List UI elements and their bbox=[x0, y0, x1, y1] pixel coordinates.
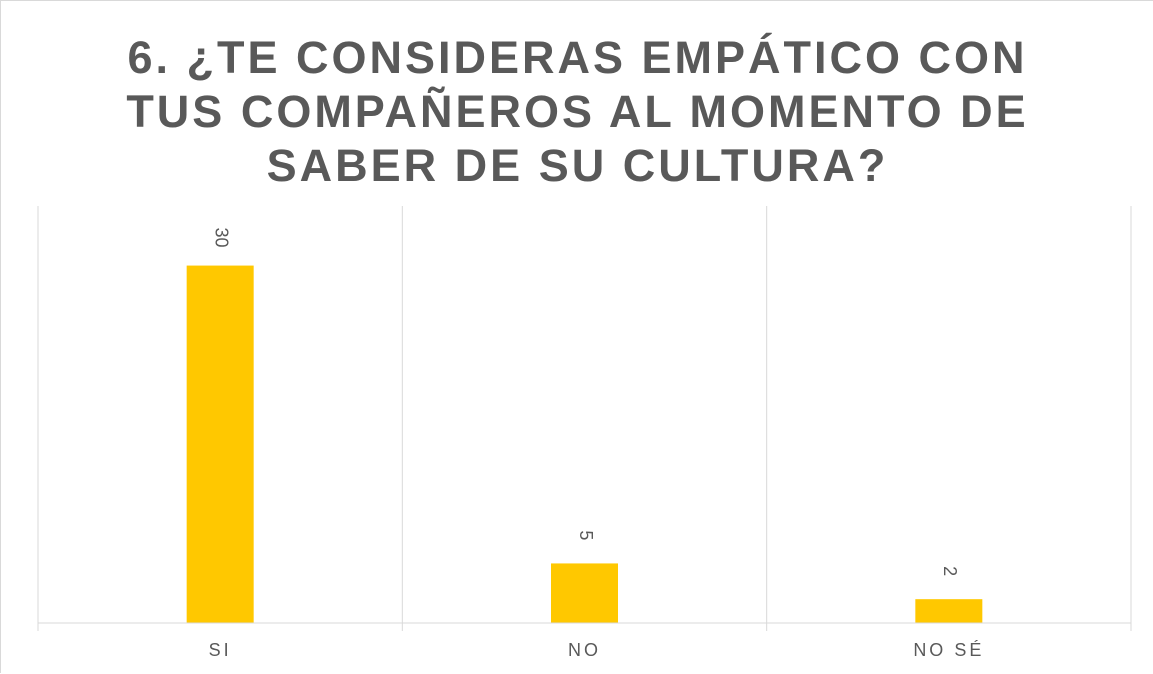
bar-no bbox=[551, 563, 618, 623]
x-tick-label: NO SÉ bbox=[913, 640, 984, 660]
chart-title-line-2: TUS COMPAÑEROS AL MOMENTO DE bbox=[126, 86, 1029, 137]
x-tick-label: SI bbox=[209, 640, 232, 660]
bar-si bbox=[186, 265, 254, 623]
bar-no-sé bbox=[915, 599, 983, 623]
chart-title: 6. ¿TE CONSIDERAS EMPÁTICO CON TUS COMPA… bbox=[1, 31, 1153, 193]
data-label: 5 bbox=[576, 530, 596, 540]
data-label: 2 bbox=[940, 566, 960, 576]
x-tick-label: NO bbox=[568, 640, 601, 660]
chart-title-line-1: 6. ¿TE CONSIDERAS EMPÁTICO CON bbox=[127, 32, 1028, 83]
data-label: 30 bbox=[211, 228, 231, 248]
chart-title-line-3: SABER DE SU CULTURA? bbox=[266, 140, 889, 191]
